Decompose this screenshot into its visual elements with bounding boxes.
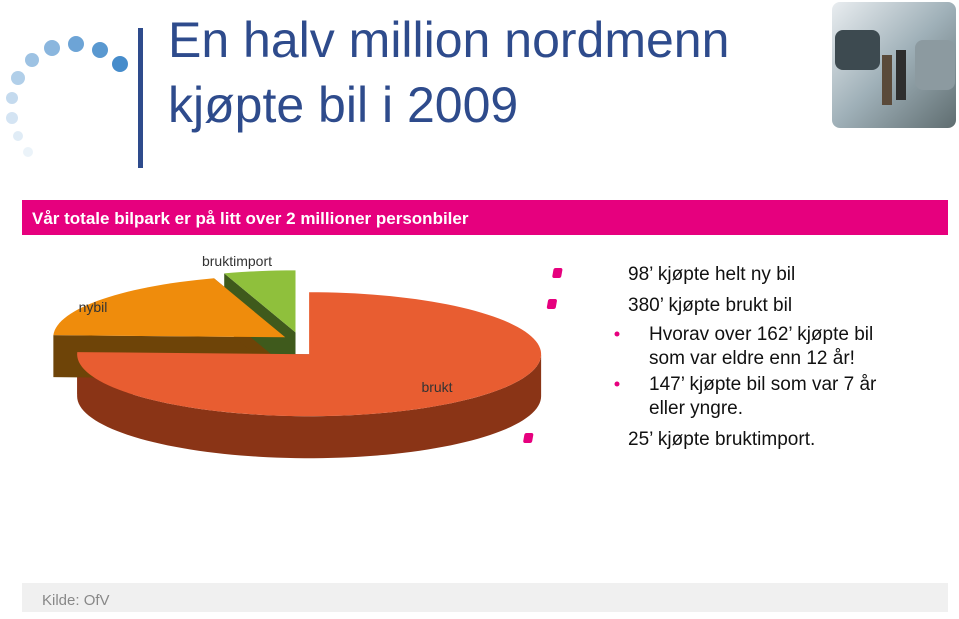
banner xyxy=(22,200,948,235)
title: En halv million nordmenn xyxy=(168,12,729,68)
slice xyxy=(77,292,542,417)
photo xyxy=(832,2,956,128)
bullet-text: som var eldre enn 12 år! xyxy=(649,348,855,369)
footer xyxy=(22,583,948,612)
slice-label: brukt xyxy=(421,379,452,395)
bullet-list: 98’ kjøpte helt ny bil 380’ kjøpte brukt … xyxy=(523,264,877,450)
banner-text: Vår totale bilpark er på litt over 2 mil… xyxy=(32,209,469,228)
source: Kilde: OfV xyxy=(42,592,110,609)
bullet-text: 147’ kjøpte bil som var 7 år xyxy=(649,374,877,395)
bullet-marker xyxy=(546,299,557,309)
bullet-text: 98’ kjøpte helt ny bil xyxy=(628,264,795,285)
slice-label: bruktimport xyxy=(202,253,272,269)
slice-label: nybil xyxy=(79,299,108,315)
title-rule xyxy=(138,28,143,168)
title: kjøpte bil i 2009 xyxy=(168,77,518,133)
logo-dots xyxy=(6,36,128,157)
bullet-marker xyxy=(523,433,534,443)
pie-chart: brukt nybil bruktimport xyxy=(53,253,542,459)
bullet-text: 380’ kjøpte brukt bil xyxy=(628,295,792,316)
bullet-text: eller yngre. xyxy=(649,398,743,419)
slice xyxy=(224,270,296,333)
bullet-text: Hvorav over 162’ kjøpte bil xyxy=(649,324,873,345)
bullet-marker xyxy=(614,331,620,337)
slice xyxy=(53,278,286,338)
bullet-marker xyxy=(552,268,563,278)
bullet-marker xyxy=(614,381,620,387)
bullet-text: 25’ kjøpte bruktimport. xyxy=(628,429,815,450)
slice-side xyxy=(77,354,542,459)
